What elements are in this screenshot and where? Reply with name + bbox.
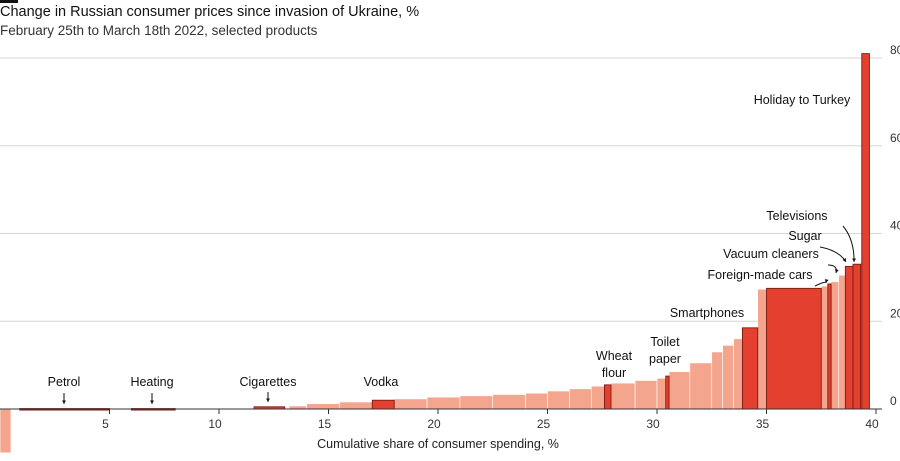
bar-other-9 <box>547 390 570 410</box>
bar-toilet-paper <box>665 375 670 410</box>
annotation-arrowhead <box>266 398 270 402</box>
annotation-arrowhead <box>852 258 856 262</box>
bar-other-15 <box>668 371 691 410</box>
bar-other-12 <box>610 382 636 410</box>
annotation-label: Holiday to Turkey <box>754 93 851 107</box>
x-tick-label: 40 <box>865 417 879 431</box>
annotation-label: Vodka <box>364 375 399 389</box>
bar-vodka <box>371 399 395 410</box>
bar-other-14 <box>656 377 667 410</box>
annotation-holiday-to-turkey: Holiday to Turkey <box>754 93 851 107</box>
bar-other-4 <box>393 398 428 410</box>
annotation-arrowhead <box>834 269 839 273</box>
bar-wheat-flour <box>603 384 612 410</box>
bar-other-0 <box>0 408 12 454</box>
annotation-sugar: Sugar <box>788 229 847 263</box>
bar-other-5 <box>426 396 461 410</box>
bar-other-10 <box>569 388 592 410</box>
annotation-vacuum-cleaners: Vacuum cleaners <box>723 247 839 274</box>
bar-foreign-made-cars <box>766 287 822 410</box>
annotation-arrow <box>819 246 847 263</box>
bar-other-19 <box>733 338 743 410</box>
bars-highlighted-products <box>19 53 870 411</box>
annotation-label: Petrol <box>48 375 81 389</box>
bar-smartphones <box>741 327 759 410</box>
annotations: Petrol Heating Cigarettes Vodka Wheat flour To… <box>48 93 856 404</box>
annotation-televisions: Televisions <box>766 209 856 263</box>
y-tick-label: 80 <box>890 43 900 57</box>
bar-other-20 <box>757 288 767 410</box>
bar-other-2 <box>306 403 340 410</box>
bar-other-13 <box>634 380 658 410</box>
bar-other-8 <box>525 392 548 410</box>
annotation-label: Foreign-made cars <box>708 268 813 282</box>
annotation-label: paper <box>649 352 681 366</box>
title-accent-bar <box>0 0 18 3</box>
x-axis-ticks: 5 10 15 20 25 30 35 40 <box>102 409 879 431</box>
bar-other-11 <box>590 385 605 410</box>
annotation-label: Wheat <box>596 349 633 363</box>
bar-holiday-to-turkey <box>861 53 870 410</box>
bar-other-6 <box>459 395 494 410</box>
annotation-label: Toilet <box>650 335 680 349</box>
annotation-label: Vacuum cleaners <box>723 247 819 261</box>
x-tick-label: 20 <box>427 417 441 431</box>
gridlines <box>0 57 882 322</box>
bar-other-7 <box>492 394 526 410</box>
annotation-toilet-paper: Toilet paper <box>649 335 681 366</box>
bar-vacuum-cleaners <box>827 283 832 410</box>
y-tick-label: 20 <box>890 306 900 320</box>
bars-other-products <box>0 261 863 454</box>
bar-other-23 <box>838 274 846 410</box>
chart-subtitle: February 25th to March 18th 2022, select… <box>0 23 318 38</box>
y-tick-label: 60 <box>890 131 900 145</box>
annotation-arrow <box>827 264 837 274</box>
bar-other-3 <box>339 401 373 410</box>
bar-televisions <box>852 263 862 410</box>
annotation-arrowhead <box>824 279 829 283</box>
annotation-label: Smartphones <box>670 306 744 320</box>
x-tick-label: 15 <box>318 417 332 431</box>
annotation-label: Heating <box>130 375 173 389</box>
x-axis-label: Cumulative share of consumer spending, % <box>317 437 559 451</box>
x-tick-label: 35 <box>756 417 770 431</box>
annotation-arrow <box>814 281 827 287</box>
x-tick-label: 10 <box>208 417 222 431</box>
annotation-heating: Heating <box>130 375 174 404</box>
bar-other-22 <box>830 281 840 410</box>
y-tick-label: 0 <box>890 394 897 408</box>
chart-title: Change in Russian consumer prices since … <box>0 4 419 20</box>
bar-other-17 <box>711 351 723 410</box>
annotation-label: Televisions <box>766 209 827 223</box>
annotation-cigarettes: Cigarettes <box>240 375 297 402</box>
bar-other-16 <box>689 362 713 410</box>
x-tick-label: 25 <box>537 417 551 431</box>
x-tick-label: 5 <box>102 417 109 431</box>
annotation-arrowhead <box>150 400 154 404</box>
bar-other-21 <box>820 285 829 410</box>
annotation-vodka: Vodka <box>364 375 399 389</box>
bar-sugar <box>844 265 854 410</box>
annotation-petrol: Petrol <box>48 375 81 404</box>
annotation-foreign-made-cars: Foreign-made cars <box>708 268 829 287</box>
annotation-label: flour <box>602 366 626 380</box>
annotation-wheat-flour: Wheat flour <box>596 349 633 380</box>
x-tick-label: 30 <box>646 417 660 431</box>
annotation-arrowhead <box>62 400 66 404</box>
bar-other-18 <box>722 345 734 410</box>
annotation-label: Sugar <box>788 229 821 243</box>
annotation-smartphones: Smartphones <box>670 306 744 320</box>
annotation-label: Cigarettes <box>240 375 297 389</box>
y-axis-ticks: 0 20 40 60 80 <box>890 43 900 408</box>
y-tick-label: 40 <box>890 219 900 233</box>
annotation-arrowhead <box>842 258 846 262</box>
annotation-arrow <box>842 225 855 263</box>
